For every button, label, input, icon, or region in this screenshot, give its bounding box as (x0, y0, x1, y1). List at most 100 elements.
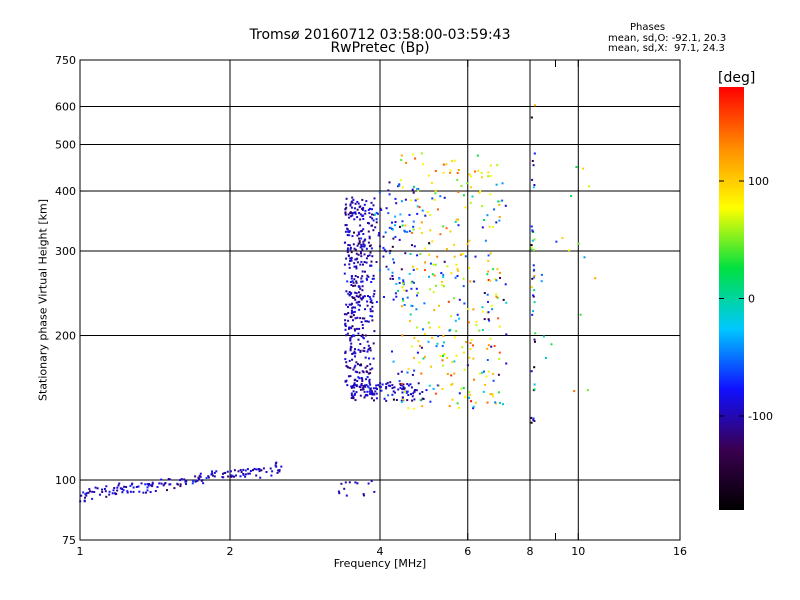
data-point (348, 481, 351, 484)
data-point (346, 247, 349, 250)
data-point (371, 217, 374, 220)
data-point (244, 469, 247, 472)
data-point (363, 317, 366, 320)
chart-title: Tromsø 20160712 03:58:00-03:59:43 (249, 27, 511, 43)
data-point (416, 254, 419, 257)
data-point (355, 280, 358, 283)
data-point (184, 480, 187, 483)
y-tick-label: 75 (62, 534, 76, 547)
data-point (269, 467, 272, 470)
data-point (369, 363, 372, 366)
data-point (550, 343, 553, 346)
data-point (389, 384, 391, 387)
data-point (370, 390, 373, 393)
data-point (391, 275, 394, 277)
data-point (453, 336, 456, 339)
data-point (359, 230, 362, 233)
data-point (413, 356, 415, 359)
data-point (370, 480, 373, 483)
data-point (417, 340, 420, 343)
data-point (398, 183, 401, 186)
data-point (469, 342, 472, 344)
data-point (359, 224, 362, 227)
data-point (352, 334, 354, 337)
data-point (376, 388, 378, 390)
data-point (372, 387, 375, 390)
data-point (570, 195, 573, 197)
data-point (350, 284, 353, 286)
data-point (369, 264, 372, 267)
data-point (483, 370, 485, 373)
data-point (348, 291, 351, 293)
data-point (408, 272, 411, 275)
data-point (489, 164, 492, 167)
data-point (400, 154, 403, 157)
data-point (498, 271, 501, 274)
data-point (275, 465, 278, 468)
data-point (434, 192, 437, 195)
data-point (401, 297, 404, 300)
data-point (457, 191, 460, 194)
data-point (351, 358, 354, 361)
data-point (419, 253, 422, 255)
data-point (397, 388, 400, 391)
data-point (345, 313, 348, 316)
data-point (373, 197, 376, 200)
data-point (369, 349, 372, 352)
data-point (344, 481, 347, 484)
data-point (205, 477, 208, 479)
data-point (451, 361, 454, 363)
data-point (344, 358, 347, 361)
data-point (361, 214, 364, 217)
data-point (404, 230, 406, 233)
data-point (540, 280, 543, 283)
data-point (348, 359, 351, 362)
data-point (354, 348, 356, 351)
data-point (276, 471, 279, 474)
data-point (346, 234, 349, 237)
data-point (248, 472, 251, 475)
data-point (463, 368, 466, 371)
data-point (118, 482, 121, 485)
data-point (360, 382, 363, 385)
data-point (369, 315, 372, 317)
data-point (207, 476, 210, 479)
data-point (468, 173, 471, 176)
data-point (121, 491, 124, 494)
data-point (460, 387, 463, 390)
data-point (496, 296, 499, 299)
data-point (418, 227, 421, 230)
data-point (365, 257, 368, 260)
data-point (368, 237, 371, 240)
data-point (478, 329, 481, 332)
colorbar-tick-label: 100 (748, 175, 769, 188)
data-point (126, 491, 129, 494)
data-point (410, 386, 413, 389)
data-point (487, 270, 490, 273)
data-point (368, 381, 371, 384)
data-point (349, 212, 352, 215)
data-point (429, 400, 432, 403)
data-point (391, 393, 394, 396)
data-point (361, 378, 364, 381)
data-point (401, 286, 404, 289)
data-point (533, 301, 536, 304)
data-point (434, 263, 437, 266)
data-point (458, 317, 461, 320)
data-point (361, 297, 364, 300)
data-point (151, 485, 154, 488)
data-point (354, 392, 356, 395)
data-point (498, 351, 501, 354)
data-point (406, 371, 409, 374)
data-point (428, 275, 430, 278)
data-point (455, 330, 458, 333)
data-point (347, 292, 350, 295)
data-point (371, 301, 374, 304)
data-point (253, 467, 256, 470)
data-point (434, 284, 437, 287)
data-point (447, 300, 450, 303)
data-point (531, 239, 534, 242)
data-point (353, 211, 356, 214)
data-point (356, 234, 359, 237)
data-point (350, 259, 353, 261)
